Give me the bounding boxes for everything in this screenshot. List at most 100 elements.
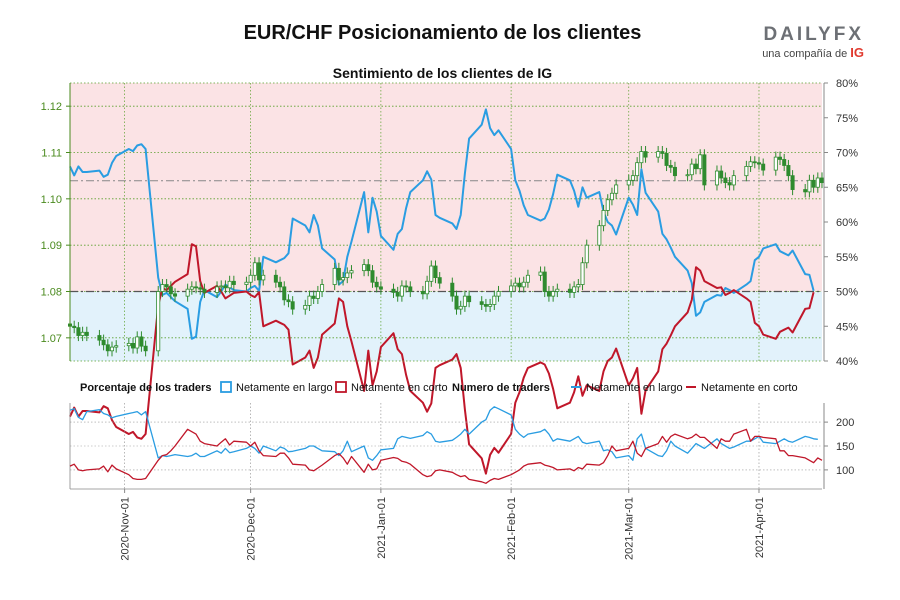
chart-legend: Porcentaje de los traders Netamente en la… bbox=[80, 381, 798, 394]
candle bbox=[777, 151, 782, 166]
candle bbox=[437, 272, 442, 289]
candle bbox=[773, 151, 778, 176]
candle bbox=[198, 282, 203, 295]
candle bbox=[689, 158, 694, 181]
candle bbox=[194, 281, 199, 294]
candle bbox=[399, 280, 404, 302]
candle bbox=[189, 281, 194, 295]
candle bbox=[698, 149, 703, 175]
candle bbox=[458, 300, 463, 315]
legend-num-title: Numero de traders bbox=[452, 382, 550, 394]
price-tick-label: 1.10 bbox=[41, 194, 62, 206]
candle bbox=[496, 285, 501, 302]
candle bbox=[404, 280, 409, 293]
brand-logo: DAILYFX una compañía de IG bbox=[762, 24, 864, 60]
candle bbox=[84, 326, 89, 342]
candle bbox=[555, 283, 560, 298]
candle bbox=[576, 278, 581, 293]
candle bbox=[110, 341, 115, 357]
x-tick-label: 2020-Dec-01 bbox=[246, 497, 258, 561]
pct-tick-label: 45% bbox=[836, 321, 858, 333]
chart-subtitle: Sentimiento de los clientes de IG bbox=[332, 65, 553, 81]
candle bbox=[72, 320, 77, 334]
candle bbox=[429, 260, 434, 287]
candle bbox=[76, 322, 81, 342]
legend-pct-long: Netamente en largo bbox=[236, 382, 333, 394]
candle bbox=[257, 257, 262, 286]
candle bbox=[173, 288, 178, 302]
candle bbox=[168, 281, 173, 300]
candle bbox=[252, 257, 257, 281]
candle bbox=[139, 331, 144, 352]
candle bbox=[609, 187, 614, 206]
pct-tick-label: 50% bbox=[836, 287, 858, 299]
pct-tick-label: 75% bbox=[836, 113, 858, 125]
price-tick-label: 1.08 bbox=[41, 287, 62, 299]
candle bbox=[374, 276, 379, 293]
candle bbox=[231, 275, 236, 291]
pct-tick-label: 40% bbox=[836, 356, 858, 368]
logo-ig: IG bbox=[850, 45, 864, 60]
main-chart: 1.07 1.08 1.09 1.10 1.11 1.12 40% 45% 50% 55% 60% 6… bbox=[41, 78, 858, 475]
candle bbox=[261, 269, 266, 286]
candle bbox=[433, 260, 438, 284]
candle bbox=[509, 280, 514, 298]
candle bbox=[450, 277, 455, 302]
series-line-net-long-count bbox=[69, 406, 818, 461]
x-axis: 2020-Nov-01 2020-Dec-01 2021-Jan-01 2021-Fe… bbox=[120, 489, 766, 561]
series-line-net-short-pct bbox=[69, 243, 815, 475]
x-tick-label: 2020-Nov-01 bbox=[120, 497, 132, 561]
candle bbox=[143, 340, 148, 357]
candle bbox=[135, 331, 140, 354]
candle bbox=[391, 283, 396, 298]
lower-tick-label: 150 bbox=[836, 441, 854, 453]
legend-pct-title: Porcentaje de los traders bbox=[80, 382, 211, 394]
candle bbox=[538, 266, 543, 281]
candle bbox=[714, 165, 719, 191]
candle bbox=[685, 169, 690, 182]
x-tick-label: 2021-Feb-01 bbox=[506, 497, 518, 560]
candle bbox=[219, 280, 224, 293]
candle bbox=[605, 194, 610, 216]
candle bbox=[101, 334, 106, 351]
lower-tick-label: 100 bbox=[836, 465, 854, 477]
candle bbox=[702, 149, 707, 191]
candle bbox=[744, 160, 749, 182]
candle bbox=[425, 275, 430, 300]
candle bbox=[332, 262, 337, 291]
candle bbox=[517, 277, 522, 293]
candle bbox=[126, 337, 131, 352]
candle bbox=[349, 265, 354, 279]
candle bbox=[483, 298, 488, 312]
candle bbox=[341, 272, 346, 286]
candle bbox=[131, 337, 136, 354]
x-tick-label: 2021-Apr-01 bbox=[754, 497, 766, 558]
candle bbox=[815, 172, 820, 193]
legend-pct-short: Netamente en corto bbox=[351, 382, 448, 394]
candle bbox=[370, 265, 375, 288]
candle bbox=[719, 165, 724, 184]
candle bbox=[656, 146, 661, 163]
price-tick-label: 1.11 bbox=[41, 148, 62, 160]
pct-tick-label: 65% bbox=[836, 182, 858, 194]
candle bbox=[660, 146, 665, 159]
candle bbox=[202, 283, 207, 298]
price-tick-label: 1.12 bbox=[41, 101, 62, 113]
candle bbox=[626, 174, 631, 191]
candle bbox=[567, 283, 572, 298]
candle bbox=[807, 174, 812, 198]
candle bbox=[668, 159, 673, 173]
candle bbox=[80, 326, 85, 342]
long-zone-band bbox=[70, 291, 822, 361]
candle bbox=[97, 329, 102, 346]
pct-tick-label: 60% bbox=[836, 217, 858, 229]
candle bbox=[454, 290, 459, 315]
candle bbox=[748, 156, 753, 172]
candle bbox=[244, 276, 249, 291]
price-tick-label: 1.09 bbox=[41, 240, 62, 252]
candle bbox=[546, 285, 551, 302]
candle bbox=[572, 281, 577, 298]
candle bbox=[408, 281, 413, 298]
candle bbox=[672, 161, 677, 182]
candle bbox=[693, 158, 698, 175]
